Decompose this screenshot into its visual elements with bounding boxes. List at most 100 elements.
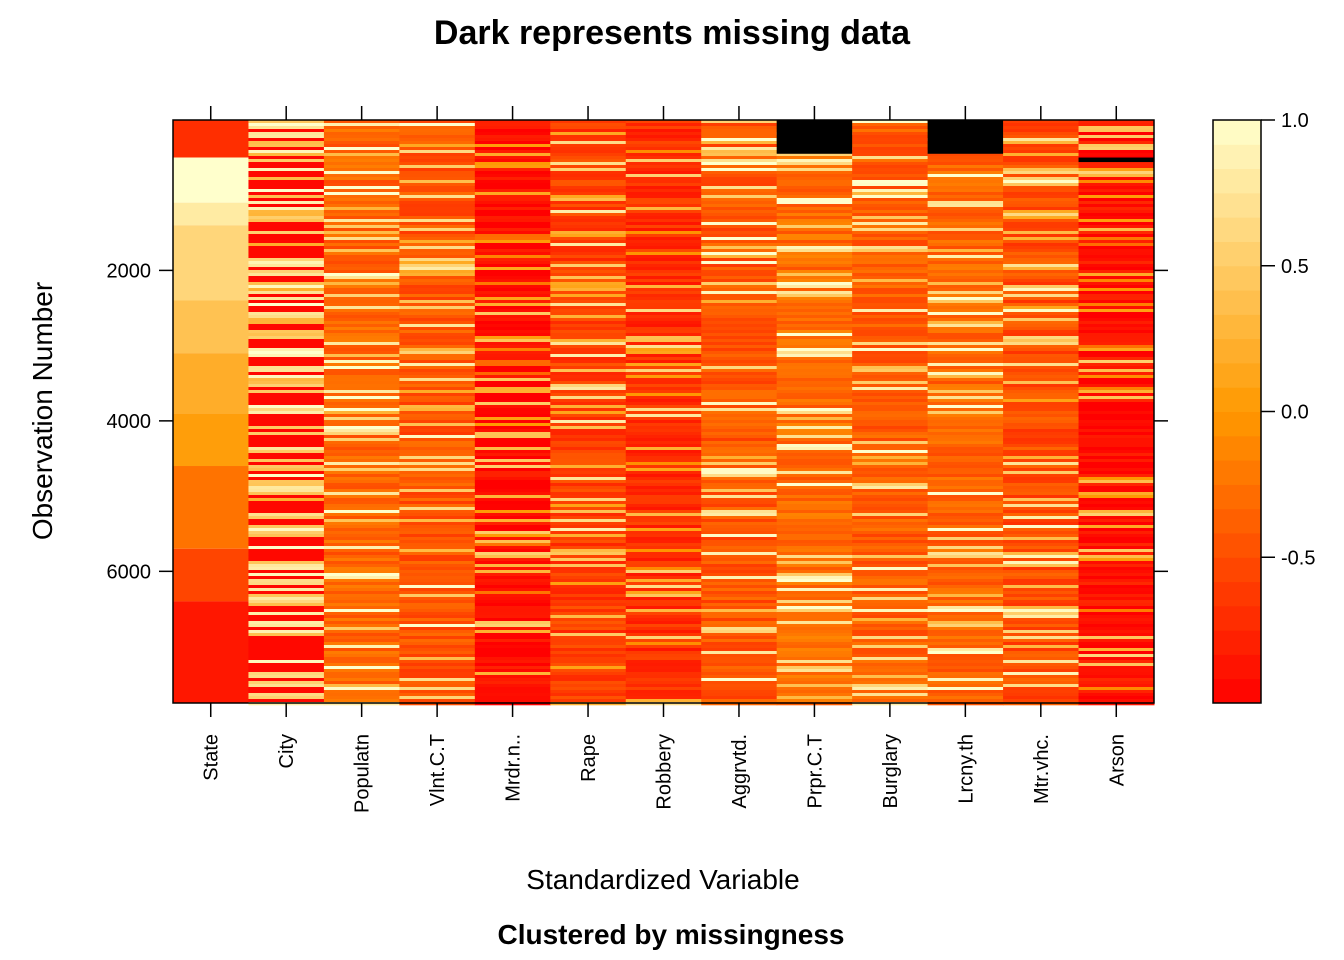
heatmap-cell (852, 498, 929, 502)
heatmap-cell (474, 249, 551, 253)
heatmap-cell (625, 357, 702, 361)
heatmap-cell (474, 591, 551, 595)
heatmap-cell (1003, 183, 1080, 187)
heatmap-cell (474, 258, 551, 262)
heatmap-cell (852, 501, 929, 505)
heatmap-cell (701, 507, 778, 511)
heatmap-cell (1003, 138, 1080, 142)
heatmap-cell (248, 144, 325, 148)
colorbar-segment (1213, 678, 1261, 704)
heatmap-cell (550, 633, 627, 637)
heatmap-cell (399, 540, 476, 544)
heatmap-cell (323, 651, 400, 655)
heatmap-cell (776, 462, 853, 466)
heatmap-cell (1078, 258, 1155, 262)
heatmap-cell (776, 531, 853, 535)
heatmap-cell (776, 516, 853, 520)
heatmap-cell (1003, 387, 1080, 391)
heatmap-cell (701, 660, 778, 664)
heatmap-cell (1078, 624, 1155, 628)
heatmap-cell (474, 402, 551, 406)
heatmap-cell (776, 468, 853, 472)
heatmap-cell (852, 453, 929, 457)
heatmap-cell (625, 636, 702, 640)
heatmap-cell (399, 246, 476, 250)
heatmap-column-burglary (852, 120, 929, 706)
heatmap-cell (323, 345, 400, 349)
heatmap-cell (399, 639, 476, 643)
heatmap-cell (776, 612, 853, 616)
heatmap-cell (323, 456, 400, 460)
heatmap-cell (776, 159, 853, 163)
heatmap-cell (248, 582, 325, 586)
heatmap-cell (474, 234, 551, 238)
heatmap-cell (1003, 570, 1080, 574)
heatmap-cell (927, 432, 1004, 436)
heatmap-cell (625, 447, 702, 451)
heatmap-cell (701, 489, 778, 493)
heatmap-cell (474, 633, 551, 637)
colorbar-tick-label: 0.0 (1281, 402, 1309, 424)
heatmap-cell (550, 162, 627, 166)
heatmap-cell (323, 441, 400, 445)
heatmap-cell (399, 426, 476, 430)
heatmap-cell (399, 165, 476, 169)
heatmap-cell (625, 171, 702, 175)
heatmap-cell (852, 198, 929, 202)
heatmap-cell (248, 459, 325, 463)
heatmap-cell (399, 189, 476, 193)
heatmap-cell (1003, 351, 1080, 355)
heatmap-cell (1078, 585, 1155, 589)
heatmap-cell (248, 363, 325, 367)
heatmap-cell (248, 627, 325, 631)
heatmap-cell (323, 582, 400, 586)
heatmap-cell (625, 600, 702, 604)
heatmap-cell (248, 663, 325, 667)
heatmap-cell (701, 606, 778, 610)
heatmap-cell (625, 351, 702, 355)
heatmap-cell (1003, 168, 1080, 172)
heatmap-cell (323, 207, 400, 211)
heatmap-cell (550, 306, 627, 310)
heatmap-cell (927, 435, 1004, 439)
heatmap-cell (701, 189, 778, 193)
heatmap-cell (323, 414, 400, 418)
heatmap-cell (550, 345, 627, 349)
heatmap-cell (701, 330, 778, 334)
heatmap-cell (474, 645, 551, 649)
heatmap-cell (550, 159, 627, 163)
heatmap-cell (474, 456, 551, 460)
heatmap-cell (1078, 171, 1155, 175)
heatmap-cell (1003, 264, 1080, 268)
heatmap-cell (474, 336, 551, 340)
heatmap-cell (852, 129, 929, 133)
heatmap-cell (550, 312, 627, 316)
heatmap-cell (1078, 423, 1155, 427)
heatmap-cell (399, 327, 476, 331)
heatmap-cell (852, 444, 929, 448)
heatmap-cell (927, 324, 1004, 328)
heatmap-cell (1003, 504, 1080, 508)
heatmap-column-city (248, 120, 325, 706)
heatmap-cell (776, 330, 853, 334)
heatmap-cell (927, 465, 1004, 469)
heatmap-cell (399, 423, 476, 427)
heatmap-cell (248, 453, 325, 457)
heatmap-cell (625, 150, 702, 154)
heatmap-cell (474, 573, 551, 577)
heatmap-cell (1078, 414, 1155, 418)
heatmap-cell (1003, 654, 1080, 658)
heatmap-cell (248, 270, 325, 274)
heatmap-cell (852, 552, 929, 556)
heatmap-cell (927, 495, 1004, 499)
heatmap-cell (701, 255, 778, 259)
heatmap-cell (701, 171, 778, 175)
heatmap-cell (248, 195, 325, 199)
heatmap-cell (1078, 123, 1155, 127)
heatmap-cell (927, 273, 1004, 277)
heatmap-cell (323, 177, 400, 181)
heatmap-cell (852, 222, 929, 226)
heatmap-cell (701, 177, 778, 181)
heatmap-cell (625, 363, 702, 367)
heatmap-cell (399, 687, 476, 691)
